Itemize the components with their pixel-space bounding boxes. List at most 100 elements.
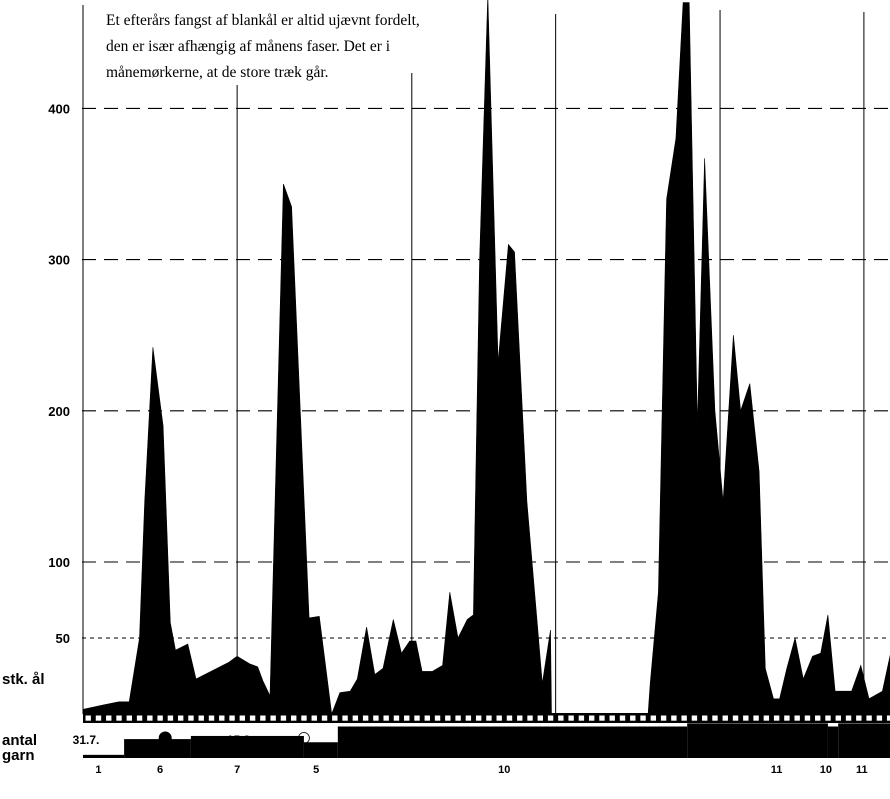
ruler-day-cell: [527, 715, 533, 721]
ruler-day-cell: [465, 715, 472, 721]
ruler-day-cell: [825, 715, 831, 721]
y-tick-400: 400: [48, 101, 70, 116]
catch-area-layer: [82, 0, 890, 715]
ruler-day-cell: [126, 715, 132, 721]
nets-count-11: 11: [771, 764, 783, 776]
ruler-day-cell: [95, 715, 102, 721]
ruler-day-cell: [249, 715, 256, 721]
ruler-day-cell: [568, 715, 574, 721]
nets-count-11: 11: [856, 764, 868, 776]
ruler-day-cell: [291, 715, 297, 721]
nets-segment: [337, 726, 688, 758]
y-axis-ticks: 400 300 200 100 50: [48, 101, 70, 646]
ruler-day-cell: [229, 715, 235, 721]
ruler-day-cell: [414, 715, 420, 721]
ruler-day-cell: [763, 715, 770, 721]
nets-segment: [124, 739, 191, 758]
ruler-day-cell: [270, 715, 276, 721]
ruler-day-cell: [640, 715, 646, 721]
nets-segment: [827, 726, 839, 758]
ruler-day-cell: [558, 715, 564, 721]
nets-count-7: 7: [234, 764, 240, 776]
nets-count-10: 10: [498, 764, 510, 776]
ruler-day-cell: [856, 715, 862, 721]
ruler-day-cell: [804, 715, 811, 721]
ruler-day-cell: [743, 715, 749, 721]
ruler-day-cell: [280, 715, 287, 721]
nets-count-10: 10: [820, 764, 832, 776]
ruler-day-cell: [578, 715, 585, 721]
ruler-day-cell: [886, 715, 890, 721]
ruler-day-cell: [866, 715, 872, 721]
ruler-day-cell: [773, 715, 780, 721]
ruler-day-cell: [332, 715, 338, 721]
ruler-day-cell: [588, 715, 595, 721]
ruler-day-cell: [599, 715, 605, 721]
ruler-day-cell: [301, 715, 307, 721]
ruler-day-cell: [106, 715, 112, 721]
caption: Et efterårs fangst af blankål er altid u…: [106, 8, 466, 86]
y-tick-100: 100: [48, 555, 70, 570]
ruler-day-cell: [445, 715, 451, 721]
y-tick-200: 200: [48, 404, 70, 419]
ruler-day-cell: [239, 715, 246, 721]
y-tick-50: 50: [56, 631, 70, 646]
ruler-day-cell: [784, 715, 790, 721]
ruler-day-cell: [321, 715, 328, 721]
ruler-day-cell: [732, 715, 739, 721]
nets-bar: [83, 723, 890, 758]
nets-count-1: 1: [95, 764, 101, 776]
ruler-day-cell: [691, 715, 698, 721]
nets-segment: [83, 754, 125, 758]
ruler-day-cell: [650, 715, 657, 721]
nets-label-garn: garn: [2, 747, 35, 764]
ruler-day-cell: [177, 715, 184, 721]
ruler-day-cell: [794, 715, 800, 721]
nets-segment: [190, 735, 304, 758]
ruler-day-cell: [116, 715, 122, 721]
ruler-day-cell: [352, 715, 359, 721]
ruler-day-cell: [260, 715, 266, 721]
ruler-day-cell: [311, 715, 317, 721]
vertical-date-lines: [82, 5, 865, 714]
ruler-day-cell: [342, 715, 348, 721]
nets-count-5: 5: [313, 764, 319, 776]
nets-label-antal: antal: [2, 732, 37, 749]
ruler-day-cell: [845, 715, 852, 721]
ruler-day-cell: [85, 715, 91, 721]
ruler-day-cell: [486, 715, 492, 721]
ruler-day-cell: [167, 715, 174, 721]
ruler-day-cell: [455, 715, 461, 721]
ruler-day-cell: [147, 715, 153, 721]
ruler-day-cell: [681, 715, 687, 721]
ruler-day-cell: [208, 715, 215, 721]
ruler-day-cell: [609, 715, 615, 721]
ruler-day-cell: [630, 715, 636, 721]
ruler-day-cell: [619, 715, 626, 721]
ruler-day-cell: [722, 715, 728, 721]
caption-line-2: den er især afhængig af månens faser. De…: [106, 38, 391, 55]
ruler-day-cell: [157, 715, 163, 721]
nets-segment: [838, 723, 890, 758]
ruler-day-cell: [362, 715, 369, 721]
ruler-day-cell: [424, 715, 430, 721]
ruler-day-cell: [393, 715, 400, 721]
ruler-day-cell: [373, 715, 379, 721]
ruler-day-cell: [835, 715, 841, 721]
caption-line-3: månemørkerne, at de store træk går.: [106, 64, 329, 81]
nets-count-labels: 1675101110119: [95, 764, 868, 776]
ruler-day-cell: [660, 715, 667, 721]
ruler-day-cell: [475, 715, 482, 721]
x-tick-31-7: 31.7.: [73, 733, 100, 747]
ruler-day-cell: [404, 715, 410, 721]
ruler-day-cell: [876, 715, 883, 721]
ruler-day-cell: [753, 715, 759, 721]
nets-count-6: 6: [157, 764, 163, 776]
ruler-day-cell: [537, 715, 543, 721]
nets-segment: [303, 742, 338, 758]
nets-segment: [687, 723, 828, 758]
ruler-day-cell: [434, 715, 441, 721]
ruler-day-cell: [702, 715, 708, 721]
y-axis-label: stk. ål: [2, 671, 45, 688]
